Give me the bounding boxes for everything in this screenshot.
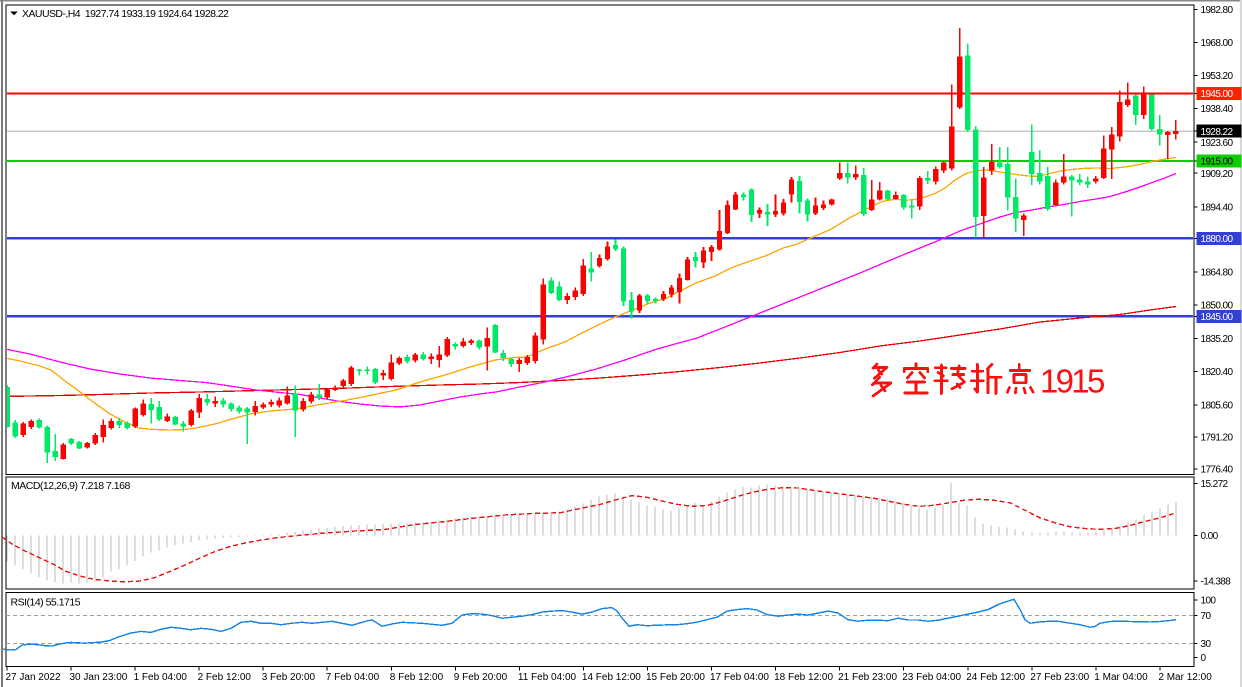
- svg-text:18 Feb 12:00: 18 Feb 12:00: [774, 672, 833, 683]
- svg-text:15.272: 15.272: [1201, 479, 1229, 490]
- svg-text:1805.60: 1805.60: [1201, 400, 1234, 411]
- svg-text:1845.00: 1845.00: [1201, 312, 1234, 323]
- svg-text:-14.388: -14.388: [1201, 577, 1232, 588]
- svg-text:1 Mar 04:00: 1 Mar 04:00: [1094, 672, 1148, 683]
- svg-text:70: 70: [1201, 611, 1212, 622]
- svg-text:1923.60: 1923.60: [1201, 138, 1234, 149]
- svg-text:30 Jan 23:00: 30 Jan 23:00: [70, 672, 128, 683]
- svg-text:27 Jan 2022: 27 Jan 2022: [6, 672, 61, 683]
- svg-text:1982.80: 1982.80: [1201, 5, 1234, 16]
- svg-text:1915.00: 1915.00: [1201, 157, 1234, 168]
- svg-text:2 Feb 12:00: 2 Feb 12:00: [198, 672, 252, 683]
- svg-text:27 Feb 23:00: 27 Feb 23:00: [1030, 672, 1089, 683]
- svg-text:RSI(14) 55.1715: RSI(14) 55.1715: [11, 597, 81, 609]
- svg-text:17 Feb 04:00: 17 Feb 04:00: [710, 672, 769, 683]
- svg-text:0: 0: [1201, 653, 1207, 664]
- svg-text:1945.00: 1945.00: [1201, 89, 1234, 100]
- svg-text:1850.00: 1850.00: [1201, 300, 1234, 311]
- svg-text:30: 30: [1201, 639, 1212, 650]
- svg-text:1835.20: 1835.20: [1201, 334, 1234, 345]
- svg-text:1938.40: 1938.40: [1201, 104, 1234, 115]
- svg-text:7 Feb 04:00: 7 Feb 04:00: [326, 672, 380, 683]
- svg-text:1928.22: 1928.22: [1201, 127, 1234, 138]
- svg-text:1820.40: 1820.40: [1201, 367, 1234, 378]
- svg-text:9 Feb 20:00: 9 Feb 20:00: [454, 672, 508, 683]
- svg-text:1915: 1915: [1040, 363, 1104, 400]
- svg-text:1968.00: 1968.00: [1201, 38, 1234, 49]
- svg-text:15 Feb 20:00: 15 Feb 20:00: [646, 672, 705, 683]
- svg-text:1 Feb 04:00: 1 Feb 04:00: [134, 672, 188, 683]
- svg-text:0.00: 0.00: [1201, 531, 1219, 542]
- svg-text:8 Feb 12:00: 8 Feb 12:00: [390, 672, 444, 683]
- svg-text:1776.40: 1776.40: [1201, 465, 1234, 476]
- svg-text:14 Feb 12:00: 14 Feb 12:00: [582, 672, 641, 683]
- svg-text:24 Feb 12:00: 24 Feb 12:00: [966, 672, 1025, 683]
- svg-text:100: 100: [1201, 596, 1217, 607]
- svg-text:1791.20: 1791.20: [1201, 433, 1234, 444]
- svg-text:11 Feb 04:00: 11 Feb 04:00: [518, 672, 577, 683]
- svg-text:23 Feb 04:00: 23 Feb 04:00: [902, 672, 961, 683]
- svg-text:21 Feb 23:00: 21 Feb 23:00: [838, 672, 897, 683]
- svg-text:1909.20: 1909.20: [1201, 169, 1234, 180]
- svg-text:1880.00: 1880.00: [1201, 234, 1234, 245]
- svg-text:1864.80: 1864.80: [1201, 268, 1234, 279]
- svg-text:XAUUSD-,H4 1927.74 1933.19 19: XAUUSD-,H4 1927.74 1933.19 1924.64 1928.…: [22, 8, 229, 20]
- svg-text:2 Mar 12:00: 2 Mar 12:00: [1158, 672, 1212, 683]
- svg-text:MACD(12,26,9) 7.218 7.168: MACD(12,26,9) 7.218 7.168: [11, 480, 130, 492]
- svg-text:1953.20: 1953.20: [1201, 71, 1234, 82]
- svg-text:1894.40: 1894.40: [1201, 203, 1234, 214]
- svg-text:3 Feb 20:00: 3 Feb 20:00: [262, 672, 316, 683]
